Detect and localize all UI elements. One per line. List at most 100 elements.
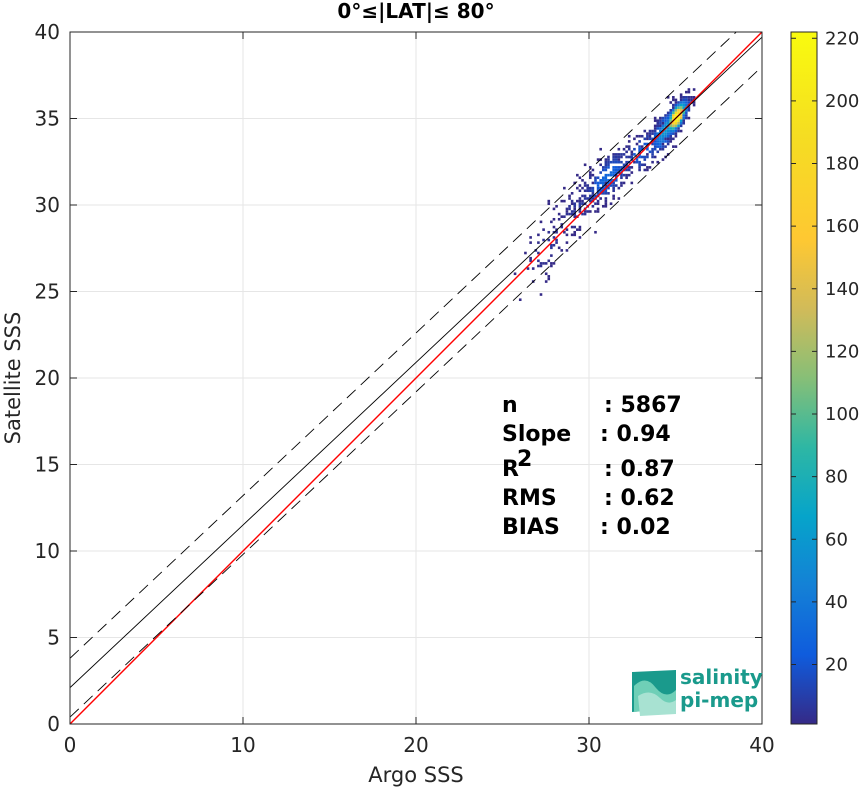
- density-cell: [604, 179, 608, 182]
- density-cell: [679, 96, 683, 99]
- density-cell: [627, 140, 631, 143]
- density-cell: [677, 116, 680, 120]
- density-cell: [669, 140, 673, 143]
- density-cell: [679, 103, 683, 107]
- density-cell: [677, 127, 680, 130]
- stat-value: : 0.87: [604, 457, 675, 482]
- density-cell: [599, 181, 602, 185]
- density-cell: [563, 230, 566, 234]
- density-cell: [672, 132, 675, 135]
- density-cell: [607, 192, 610, 195]
- density-cell: [573, 212, 577, 216]
- density-cell: [578, 228, 582, 231]
- density-cell: [672, 98, 675, 102]
- density-cell: [612, 194, 615, 198]
- density-cell: [604, 160, 608, 164]
- density-cell: [674, 108, 678, 112]
- density-cell: [664, 140, 667, 143]
- density-cell: [612, 158, 615, 161]
- density-cell: [609, 160, 613, 164]
- density-cell: [646, 155, 649, 159]
- density-cell: [529, 241, 532, 244]
- density-cell: [604, 197, 608, 200]
- density-cell: [544, 262, 548, 265]
- stat-label: BIAS: [502, 515, 560, 540]
- density-cell: [591, 197, 595, 200]
- density-cell: [557, 246, 561, 250]
- density-cell: [589, 199, 592, 203]
- density-cell: [594, 179, 597, 182]
- density-cell: [656, 160, 660, 164]
- density-cell: [656, 127, 660, 130]
- density-cell: [679, 106, 683, 109]
- density-cell: [669, 119, 673, 122]
- density-cell: [627, 168, 631, 172]
- density-cell: [687, 101, 691, 104]
- density-cell: [664, 145, 667, 148]
- density-cell: [687, 90, 691, 94]
- x-tick-label: 10: [230, 733, 255, 757]
- density-cell: [653, 140, 657, 143]
- density-cell: [651, 150, 654, 154]
- density-cell: [622, 173, 626, 177]
- chart-title: 0°≤|LAT|≤ 80°: [337, 0, 494, 23]
- density-cell: [589, 189, 592, 193]
- density-cell: [666, 142, 670, 146]
- density-cell: [638, 168, 641, 172]
- density-cell: [570, 192, 574, 195]
- density-cell: [648, 134, 652, 138]
- density-cell: [599, 179, 602, 182]
- density-cell: [669, 101, 673, 104]
- density-cell: [620, 173, 623, 177]
- density-cell: [589, 173, 592, 177]
- density-cell: [656, 150, 660, 154]
- density-cell: [661, 137, 665, 141]
- density-cell: [646, 137, 649, 141]
- density-cell: [646, 166, 649, 169]
- density-cell: [544, 280, 548, 283]
- density-cell: [633, 153, 636, 156]
- density-cell: [599, 189, 602, 193]
- density-cell: [596, 202, 600, 205]
- reference-lines: [70, 32, 762, 724]
- density-cell: [537, 264, 540, 268]
- density-cell: [578, 205, 582, 208]
- density-cell: [607, 158, 610, 161]
- density-cell: [617, 147, 621, 151]
- density-cell: [552, 217, 556, 221]
- density-cell: [576, 228, 579, 231]
- density-cell: [539, 220, 543, 224]
- density-cell: [620, 168, 623, 172]
- density-cell: [596, 207, 600, 211]
- density-cell: [656, 119, 660, 122]
- density-cell: [656, 145, 660, 148]
- density-cell: [617, 158, 621, 161]
- density-cell: [544, 272, 548, 276]
- density-cell: [666, 137, 670, 141]
- density-cell: [609, 171, 613, 174]
- density-cell: [648, 150, 652, 154]
- density-cell: [552, 236, 556, 239]
- density-cell: [653, 124, 657, 128]
- density-cell: [687, 116, 691, 120]
- density-cell: [620, 155, 623, 159]
- density-cell: [664, 137, 667, 141]
- density-cell: [674, 121, 678, 125]
- density-cell: [625, 176, 628, 180]
- density-cell: [578, 202, 582, 205]
- density-cell: [679, 114, 683, 117]
- density-cell: [578, 236, 582, 239]
- density-cell: [563, 215, 566, 218]
- density-cell: [638, 163, 641, 167]
- y-tick-label: 10: [35, 539, 60, 563]
- density-cell: [677, 129, 680, 133]
- density-cell: [674, 101, 678, 104]
- density-cell: [672, 116, 675, 120]
- density-cell: [630, 166, 634, 169]
- density-cell: [682, 121, 686, 125]
- density-cell: [672, 145, 675, 148]
- density-cell: [604, 176, 608, 180]
- density-cell: [547, 259, 551, 263]
- density-cell: [612, 153, 615, 156]
- x-tick-label: 40: [749, 733, 774, 757]
